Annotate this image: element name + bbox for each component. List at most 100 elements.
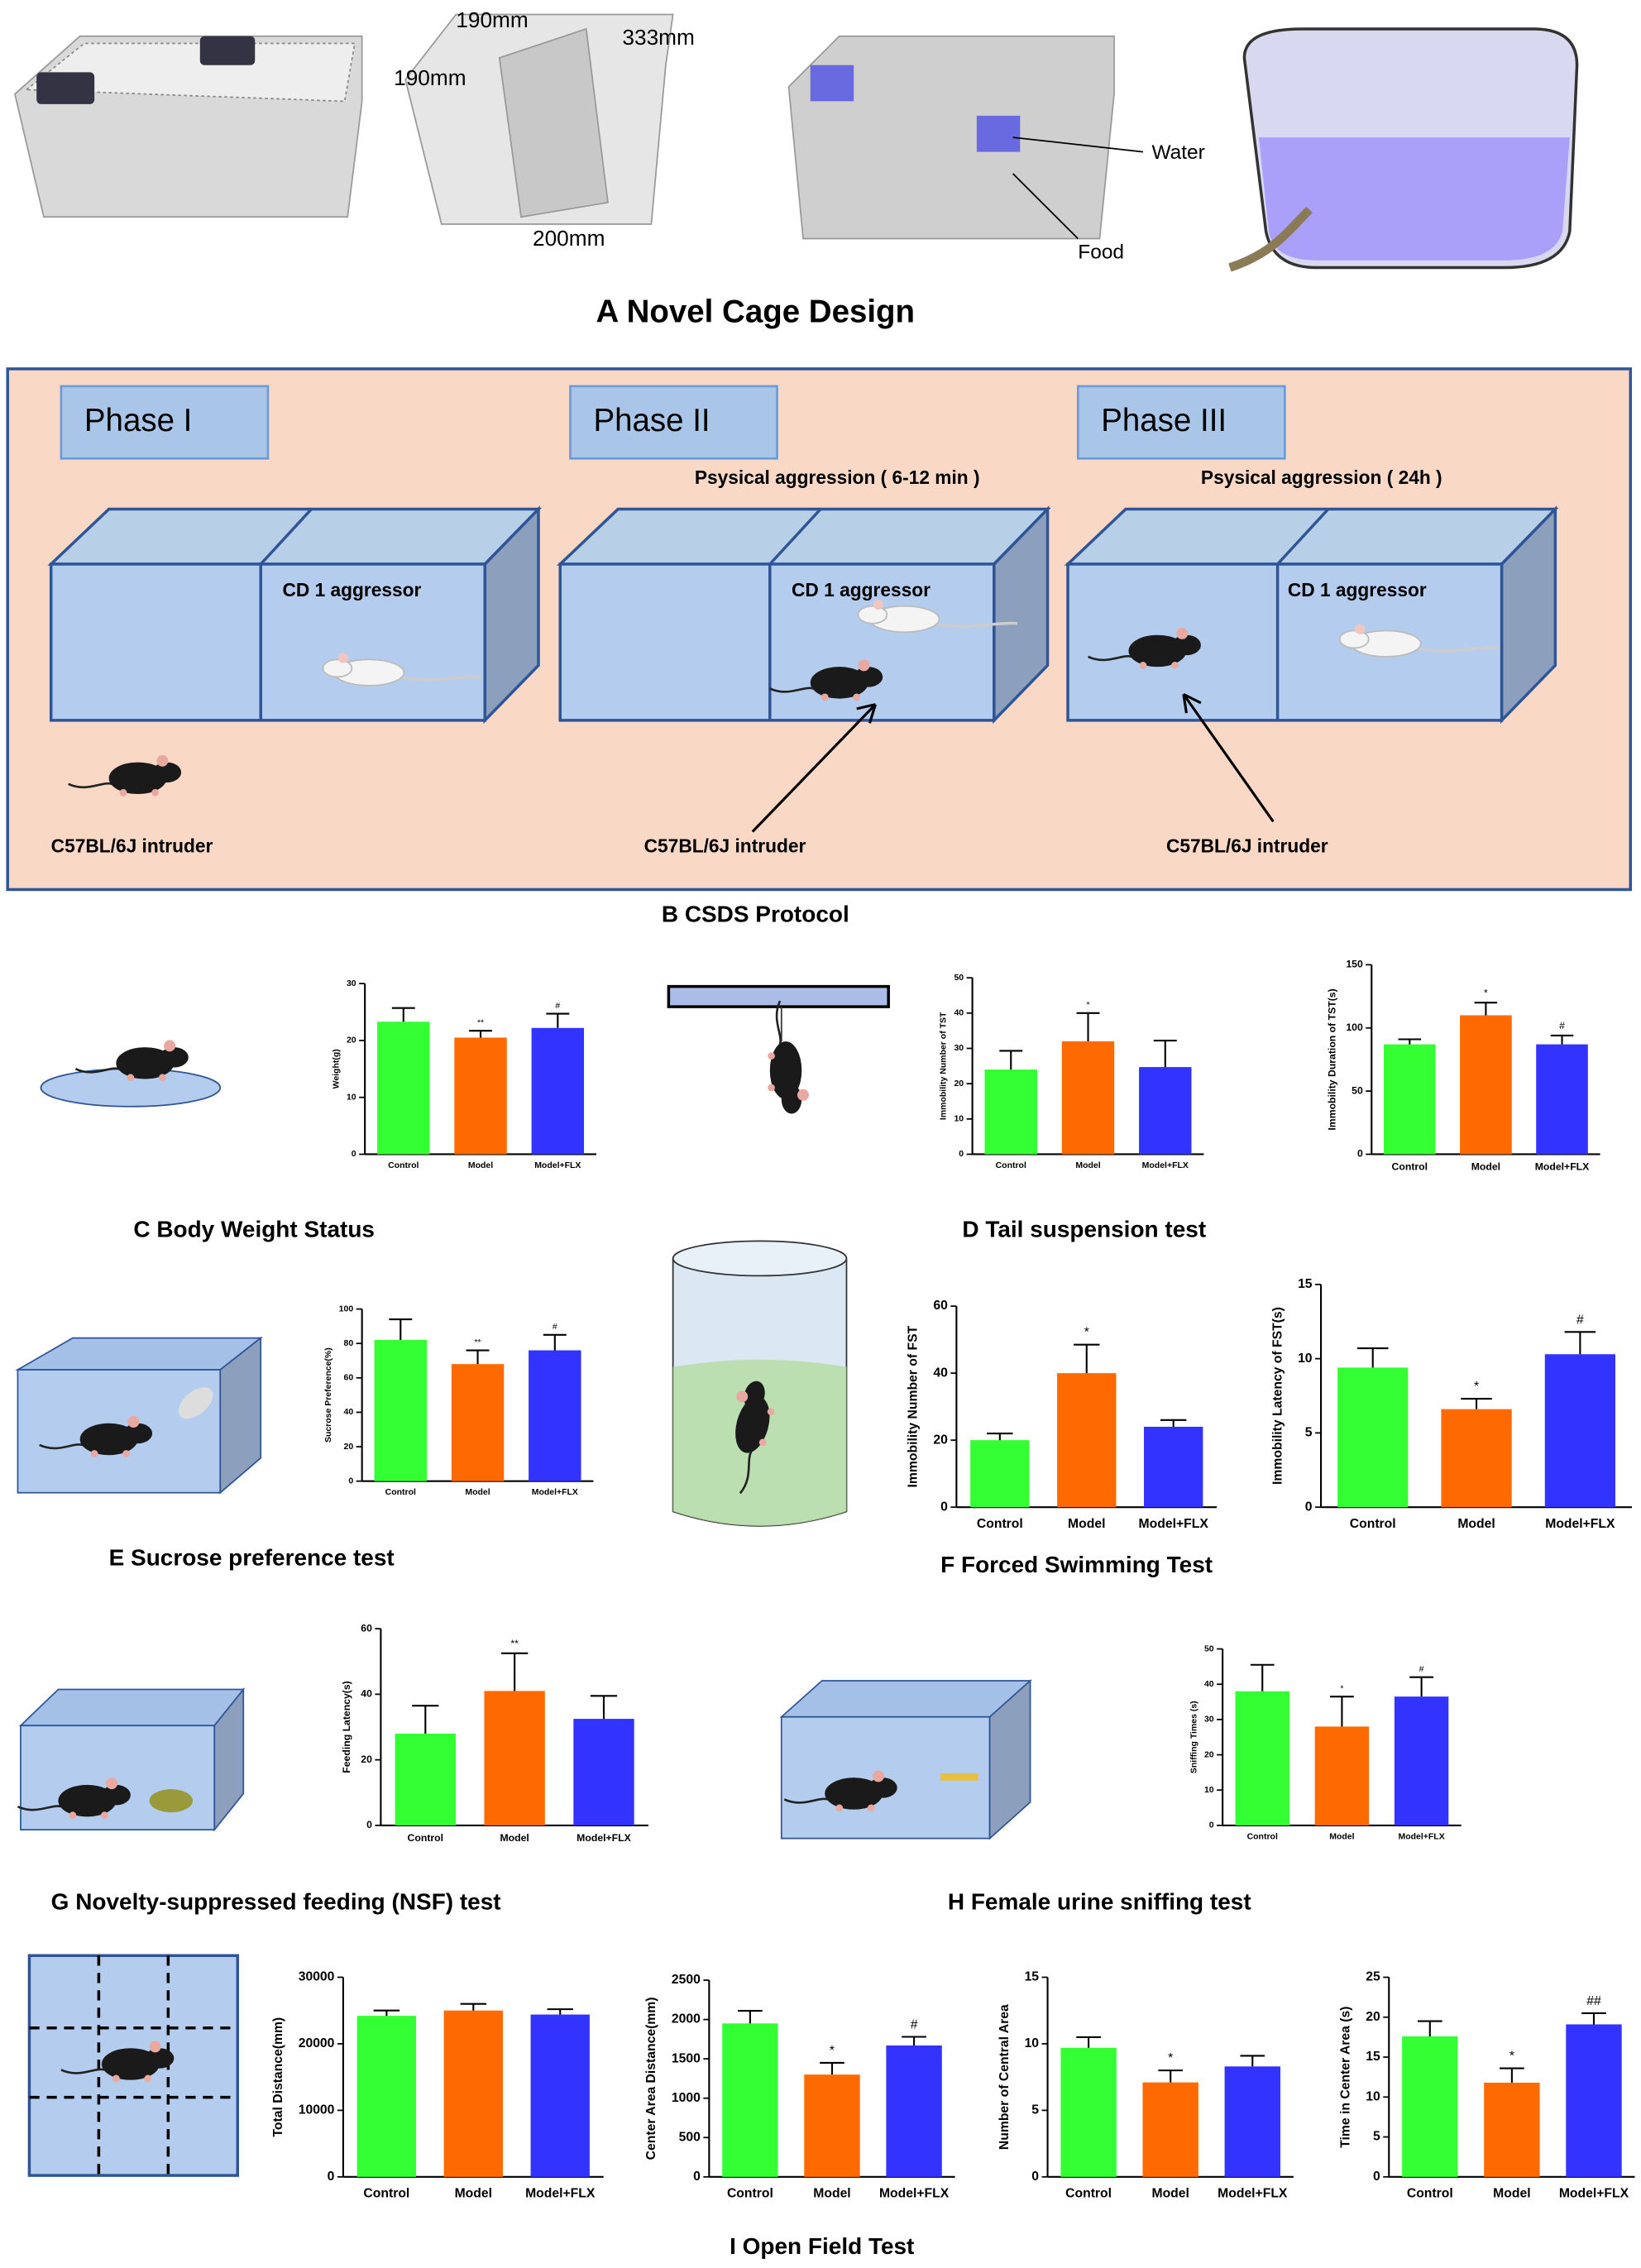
significance-label: ## <box>1586 1994 1601 2008</box>
bar <box>1224 2066 1280 2177</box>
y-tick-label: 0 <box>693 2170 701 2184</box>
significance-label: * <box>1168 2051 1173 2065</box>
y-axis-label: Immobility Duration of TST(s) <box>1326 988 1337 1130</box>
y-tick-label: 10 <box>347 1093 356 1102</box>
y-tick-label: 60 <box>933 1299 948 1313</box>
bar <box>1460 1015 1512 1155</box>
x-tick-label: Control <box>385 1488 416 1497</box>
significance-label: ** <box>510 1638 519 1649</box>
x-tick-label: Control <box>1247 1832 1278 1841</box>
y-tick-label: 0 <box>940 1500 948 1514</box>
significance-label: ** <box>474 1338 481 1347</box>
y-tick-label: 20 <box>347 1036 356 1045</box>
y-tick-label: 5 <box>1305 1426 1313 1440</box>
bar <box>443 2010 503 2177</box>
x-tick-label: Control <box>363 2186 409 2200</box>
x-tick-label: Model+FLX <box>525 2186 596 2200</box>
panel-title: F Forced Swimming Test <box>940 1552 1213 1577</box>
x-tick-label: Model+FLX <box>1559 2186 1629 2200</box>
dim-label: 190mm <box>456 7 528 32</box>
bar <box>573 1719 634 1825</box>
x-tick-label: Model+FLX <box>879 2186 950 2200</box>
significance-label: * <box>830 2044 835 2058</box>
panel-title: D Tail suspension test <box>962 1217 1206 1242</box>
x-tick-label: Model <box>465 1488 490 1497</box>
bar-chart: 0 500 1000 1500 2000 2500 Center Area Distance… <box>644 1973 955 2200</box>
y-axis-label: Weight(g) <box>332 1049 341 1089</box>
bar <box>531 1027 585 1155</box>
y-axis-label: Immobility Number of FST <box>907 1325 921 1487</box>
cage-top <box>1064 507 1559 566</box>
phase-boxes: Phase I CD 1 aggressor C57BL/6J intruder Ph… <box>47 385 1559 857</box>
y-tick-label: 60 <box>343 1374 353 1383</box>
significance-label: # <box>911 2017 918 2031</box>
bar <box>377 1022 430 1155</box>
bar-chart: 0 5 10 15 Immobility Latency of FST(s) Contro… <box>1270 1277 1633 1531</box>
y-tick-label: 0 <box>1031 2170 1039 2184</box>
y-tick-label: 30 <box>954 1044 964 1053</box>
bar-chart: 0 5 10 15 Number of Central Area Control * Mode… <box>998 1970 1294 2200</box>
phase-label: Phase II <box>593 403 710 438</box>
x-tick-label: Model <box>455 2186 492 2200</box>
bar <box>984 1069 1037 1155</box>
x-tick-label: Model <box>468 1161 493 1170</box>
y-tick-label: 20 <box>1204 1750 1214 1759</box>
y-tick-label: 20 <box>343 1443 353 1452</box>
panel-title: H Female urine sniffing test <box>948 1889 1251 1915</box>
dim-label: 200mm <box>533 226 605 251</box>
x-tick-label: Model+FLX <box>1218 2186 1288 2200</box>
bar <box>1235 1691 1289 1825</box>
y-tick-label: 0 <box>366 1819 372 1830</box>
bar <box>1441 1409 1512 1508</box>
cage-side <box>483 505 540 725</box>
y-tick-label: 500 <box>679 2130 701 2144</box>
panel-title: E Sucrose preference test <box>109 1545 395 1571</box>
bar <box>722 2023 778 2177</box>
bar <box>1402 2036 1458 2177</box>
significance-label: # <box>1419 1665 1424 1674</box>
x-tick-label: Model+FLX <box>534 1161 581 1170</box>
y-tick-label: 20 <box>954 1079 964 1089</box>
bar-chart: 0 5 10 15 20 25 Time in Center Area (s) Control… <box>1338 1970 1635 2200</box>
x-tick-label: Model+FLX <box>1535 1161 1590 1173</box>
dim-label: 190mm <box>394 65 466 90</box>
x-tick-label: Control <box>1392 1161 1428 1173</box>
significance-label: # <box>553 1323 557 1332</box>
bar <box>1544 1354 1615 1508</box>
cage-front <box>49 562 487 722</box>
bar-chart: 0 10 20 30 40 50 Immobility Number of TST Contr… <box>940 974 1204 1170</box>
panel-title: G Novelty-suppressed feeding (NSF) test <box>51 1889 501 1915</box>
bar <box>1057 1373 1117 1508</box>
x-tick-label: Control <box>977 1517 1023 1531</box>
bar-chart: 0 10 20 30 Weight(g) Control ** Model # Model+FLX <box>332 979 596 1170</box>
significance-label: * <box>1474 1380 1479 1394</box>
cage-side <box>993 505 1050 725</box>
x-tick-label: Model <box>500 1832 529 1844</box>
significance-label: # <box>555 1002 560 1011</box>
y-tick-label: 10 <box>1025 2036 1040 2050</box>
y-tick-label: 10 <box>1204 1786 1214 1795</box>
bar <box>1142 2082 1198 2177</box>
phase-label-box <box>60 385 270 460</box>
y-tick-label: 40 <box>343 1408 353 1417</box>
x-tick-label: Model <box>1471 1161 1500 1173</box>
bar <box>1566 2024 1622 2177</box>
cage-top <box>556 507 1051 566</box>
y-axis-label: Immobility Latency of FST(s) <box>1270 1307 1285 1485</box>
y-tick-label: 15 <box>1366 2050 1380 2064</box>
intruder-label: C57BL/6J intruder <box>644 835 806 857</box>
significance-label: # <box>1559 1020 1565 1031</box>
y-axis-label: Sucrose Preference(%) <box>324 1347 333 1443</box>
y-axis-label: Feeding Latency(s) <box>341 1681 352 1773</box>
bar <box>1139 1067 1192 1155</box>
y-tick-label: 1000 <box>672 2091 701 2105</box>
bar <box>529 1350 581 1481</box>
bar-chart: 0 50 100 150 Immobility Duration of TST(s) Co… <box>1326 959 1600 1173</box>
x-tick-label: Control <box>1350 1517 1396 1531</box>
y-tick-label: 0 <box>1357 1148 1363 1160</box>
bar <box>530 2014 590 2177</box>
bar <box>484 1691 545 1825</box>
bar-chart: 0 20 40 60 Immobility Number of FST Control * M… <box>907 1299 1218 1531</box>
bar-chart: 0 10000 20000 30000 Total Distance(mm) Contro… <box>271 1970 604 2200</box>
